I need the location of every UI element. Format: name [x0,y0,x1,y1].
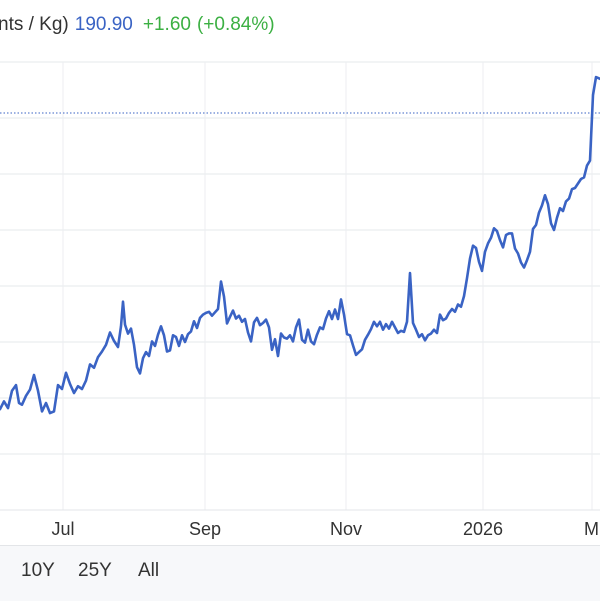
unit-label: nts / Kg) [0,14,69,35]
x-tick-label: Nov [330,519,362,539]
price-change-percent: (+0.84%) [196,14,275,35]
range-25y-button[interactable]: 25Y [78,560,112,581]
x-axis: Jul Sep Nov 2026 M [51,519,599,539]
range-selector: 10Y 25Y All [0,545,600,601]
x-tick-label: Sep [189,519,221,539]
price-chart[interactable]: Jul Sep Nov 2026 M [0,0,600,545]
chart-grid [0,61,600,511]
series-line [0,75,600,415]
x-tick-label: 2026 [463,519,503,539]
x-tick-label: Jul [51,519,74,539]
range-all-button[interactable]: All [138,560,160,581]
price-change: +1.60 [142,14,191,35]
price-series [0,75,600,415]
range-10y-button[interactable]: 10Y [21,560,55,581]
x-tick-label: M [584,519,599,539]
current-price: 190.90 [74,14,133,35]
price-header: nts / Kg) 190.90 +1.60 (+0.84%) [0,10,600,40]
